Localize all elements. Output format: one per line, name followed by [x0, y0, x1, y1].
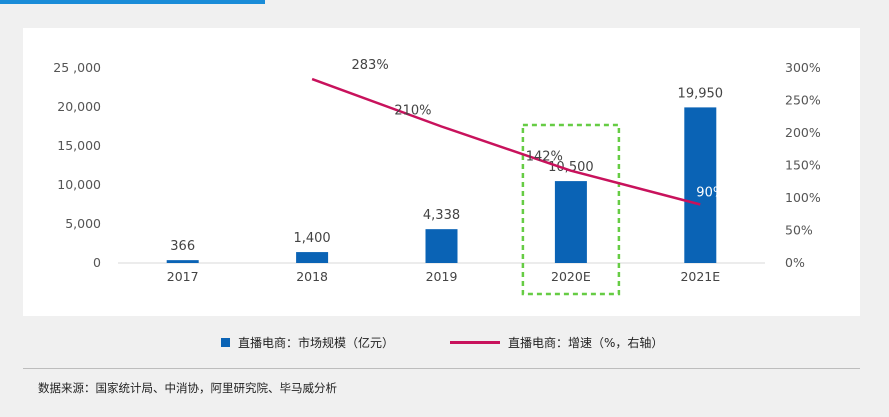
legend: 直播电商：市场规模（亿元） 直播电商：增速（%，右轴）: [23, 316, 860, 368]
bar-2020E: [554, 181, 587, 263]
legend-label-growth: 直播电商：增速（%，右轴）: [508, 336, 664, 350]
y-left-tick-label: 15,000: [57, 138, 101, 153]
data-source: 数据来源：国家统计局、中消协，阿里研究院、毕马威分析: [38, 381, 337, 395]
growth-label-2018: 283%: [352, 58, 389, 73]
footer-divider: [23, 368, 860, 369]
growth-label-2019: 210%: [394, 104, 431, 119]
y-right-tick-label: 300%: [785, 60, 821, 75]
y-right-tick-label: 150%: [785, 158, 821, 173]
x-tick-label-2017: 2017: [167, 269, 199, 284]
legend-item-growth: 直播电商：增速（%，右轴）: [450, 334, 663, 351]
y-right-tick-label: 100%: [785, 190, 821, 205]
y-left-tick-label: 20,000: [57, 99, 101, 114]
bar-2021E: [684, 107, 717, 263]
legend-label-market-size: 直播电商：市场规模（亿元）: [238, 336, 395, 350]
y-right-tick-label: 50%: [785, 223, 813, 238]
bar-value-label-2018: 1,400: [293, 231, 330, 246]
y-right-tick-label: 0%: [785, 255, 805, 270]
x-tick-label-2019: 2019: [426, 269, 458, 284]
y-right-tick-label: 200%: [785, 125, 821, 140]
x-tick-label-2020E: 2020E: [551, 269, 591, 284]
bar-2019: [425, 229, 458, 263]
x-tick-label-2018: 2018: [296, 269, 328, 284]
bar-2017: [166, 260, 199, 263]
chart-panel: 0 5,000 10,000 15,000 20,000 25 ,000 0% 50% 100%…: [23, 28, 860, 316]
growth-label-2021E: 90%: [696, 186, 725, 201]
legend-item-market-size: 直播电商：市场规模（亿元）: [221, 334, 394, 351]
y-left-tick-label: 0: [93, 255, 101, 270]
y-left-tick-label: 5,000: [65, 216, 101, 231]
y-right-tick-label: 250%: [785, 93, 821, 108]
x-tick-label-2021E: 2021E: [680, 269, 720, 284]
top-accent-bar: [0, 0, 265, 4]
bar-2018: [296, 252, 329, 263]
combo-chart: 0 5,000 10,000 15,000 20,000 25 ,000 0% 50% 100%…: [53, 58, 821, 296]
highlight-box-2020E: [521, 123, 621, 296]
bar-value-label-2019: 4,338: [423, 208, 460, 223]
legend-line-swatch: [450, 341, 500, 344]
legend-bar-swatch: [221, 338, 230, 347]
y-left-tick-label: 25 ,000: [53, 60, 101, 75]
bar-value-label-2021E: 19,950: [678, 86, 724, 101]
growth-line: [311, 77, 701, 206]
growth-label-2020E: 142%: [526, 150, 563, 165]
bar-value-label-2017: 366: [170, 239, 195, 254]
y-left-tick-label: 10,000: [57, 177, 101, 192]
bar-value-label-2020E: 10,500: [548, 160, 594, 175]
